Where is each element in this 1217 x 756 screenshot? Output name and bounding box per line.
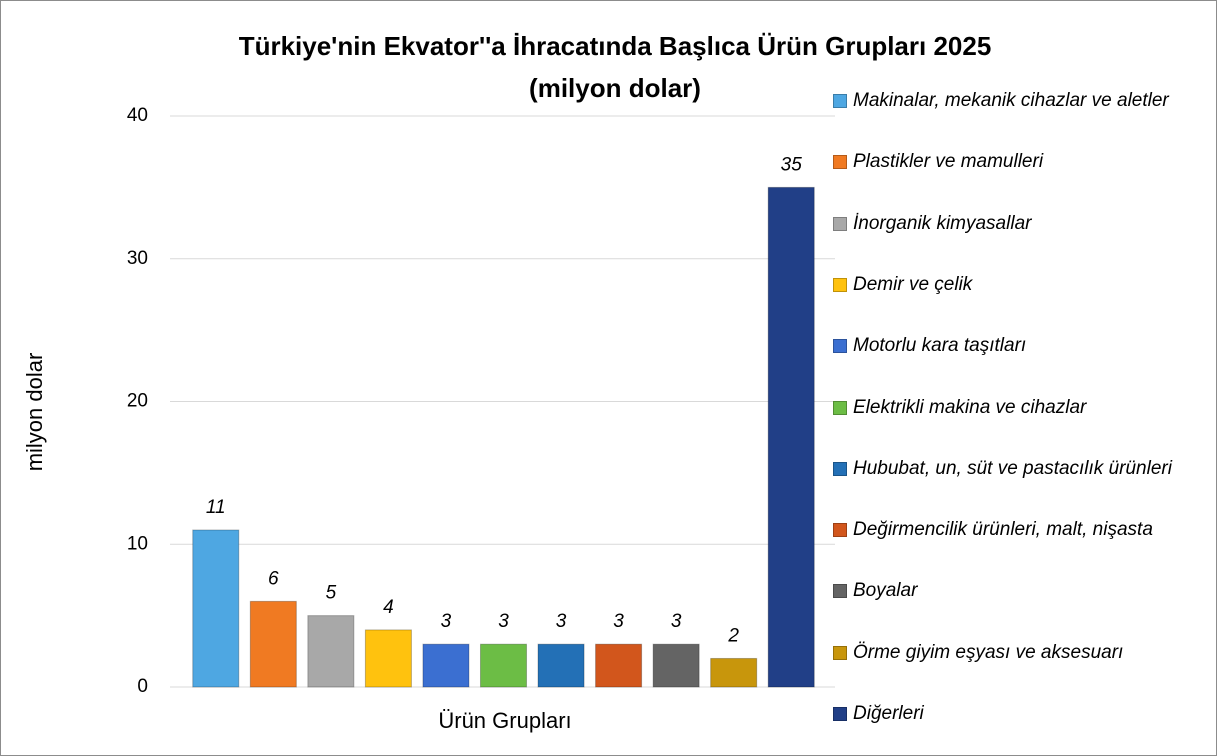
- legend-label: Makinalar, mekanik cihazlar ve aletler: [853, 90, 1169, 111]
- bar: [479, 643, 528, 688]
- bar: [422, 643, 470, 688]
- y-tick-label: 30: [127, 248, 148, 269]
- bar: [595, 643, 643, 688]
- data-label: 6: [268, 568, 279, 589]
- data-label: 4: [383, 597, 394, 618]
- legend-item: Diğerleri: [833, 699, 1203, 729]
- bar: [307, 615, 355, 688]
- legend-label: Değirmencilik ürünleri, malt, nişasta: [853, 519, 1153, 541]
- data-label: 3: [441, 611, 452, 632]
- chart-title: Türkiye'nin Ekvator''a İhracatında Başlı…: [239, 31, 992, 61]
- legend-item: Plastikler ve mamulleri: [833, 147, 1203, 177]
- legend-swatch: [833, 400, 847, 415]
- data-label: 3: [498, 611, 509, 632]
- legend-swatch: [833, 339, 847, 354]
- legend-item: Değirmencilik ürünleri, malt, nişasta: [833, 515, 1203, 545]
- legend-item: Elektrikli makina ve cihazlar: [833, 393, 1203, 423]
- legend-swatch: [833, 584, 847, 599]
- legend-swatch: [833, 277, 847, 292]
- data-label: 3: [671, 611, 682, 632]
- y-tick-label: 20: [127, 391, 148, 412]
- legend-swatch: [833, 216, 847, 231]
- legend-label: Boyalar: [853, 580, 918, 602]
- legend-item: Makinalar, mekanik cihazlar ve aletler: [833, 86, 1203, 116]
- legend-item: Demir ve çelik: [833, 270, 1203, 300]
- data-label: 5: [326, 583, 337, 604]
- legend-label: Diğerleri: [853, 703, 924, 724]
- y-tick-label: 10: [127, 533, 148, 554]
- bar: [364, 629, 412, 688]
- legend-label: Hububat, un, süt ve pastacılık ürünleri: [853, 457, 1172, 479]
- legend-label: İnorganik kimyasallar: [853, 212, 1032, 234]
- legend-item: İnorganik kimyasallar: [833, 209, 1203, 239]
- legend-item: Motorlu kara taşıtları: [833, 331, 1203, 361]
- data-label: 3: [556, 611, 567, 632]
- bar: [192, 529, 240, 688]
- y-axis-label: milyon dolar: [22, 353, 47, 472]
- legend-swatch: [833, 523, 847, 538]
- data-label: 3: [613, 611, 624, 632]
- legend-item: Boyalar: [833, 576, 1203, 606]
- legend-label: Motorlu kara taşıtları: [853, 335, 1027, 357]
- y-tick-label: 0: [137, 676, 148, 697]
- bar: [652, 643, 700, 688]
- data-label: 11: [206, 497, 226, 518]
- legend-label: Örme giyim eşyası ve aksesuarı: [853, 641, 1124, 663]
- bar: [767, 186, 815, 688]
- legend-swatch: [833, 645, 847, 660]
- y-tick-label: 40: [127, 105, 148, 126]
- chart-subtitle: (milyon dolar): [529, 73, 701, 103]
- bar: [710, 657, 758, 688]
- x-axis-label: Ürün Grupları: [438, 708, 571, 733]
- legend-label: Elektrikli makina ve cihazlar: [853, 396, 1087, 418]
- legend-label: Demir ve çelik: [853, 273, 973, 295]
- legend-swatch: [833, 94, 847, 108]
- bar: [249, 600, 297, 688]
- legend-item: Hububat, un, süt ve pastacılık ürünleri: [833, 454, 1203, 484]
- legend-swatch: [833, 155, 847, 170]
- legend-item: Örme giyim eşyası ve aksesuarı: [833, 638, 1203, 668]
- data-label: 35: [781, 154, 803, 175]
- legend-label: Plastikler ve mamulleri: [853, 151, 1044, 173]
- bar: [537, 643, 585, 688]
- data-label: 2: [727, 625, 739, 646]
- legend-swatch: [833, 461, 847, 476]
- legend-swatch: [833, 707, 847, 721]
